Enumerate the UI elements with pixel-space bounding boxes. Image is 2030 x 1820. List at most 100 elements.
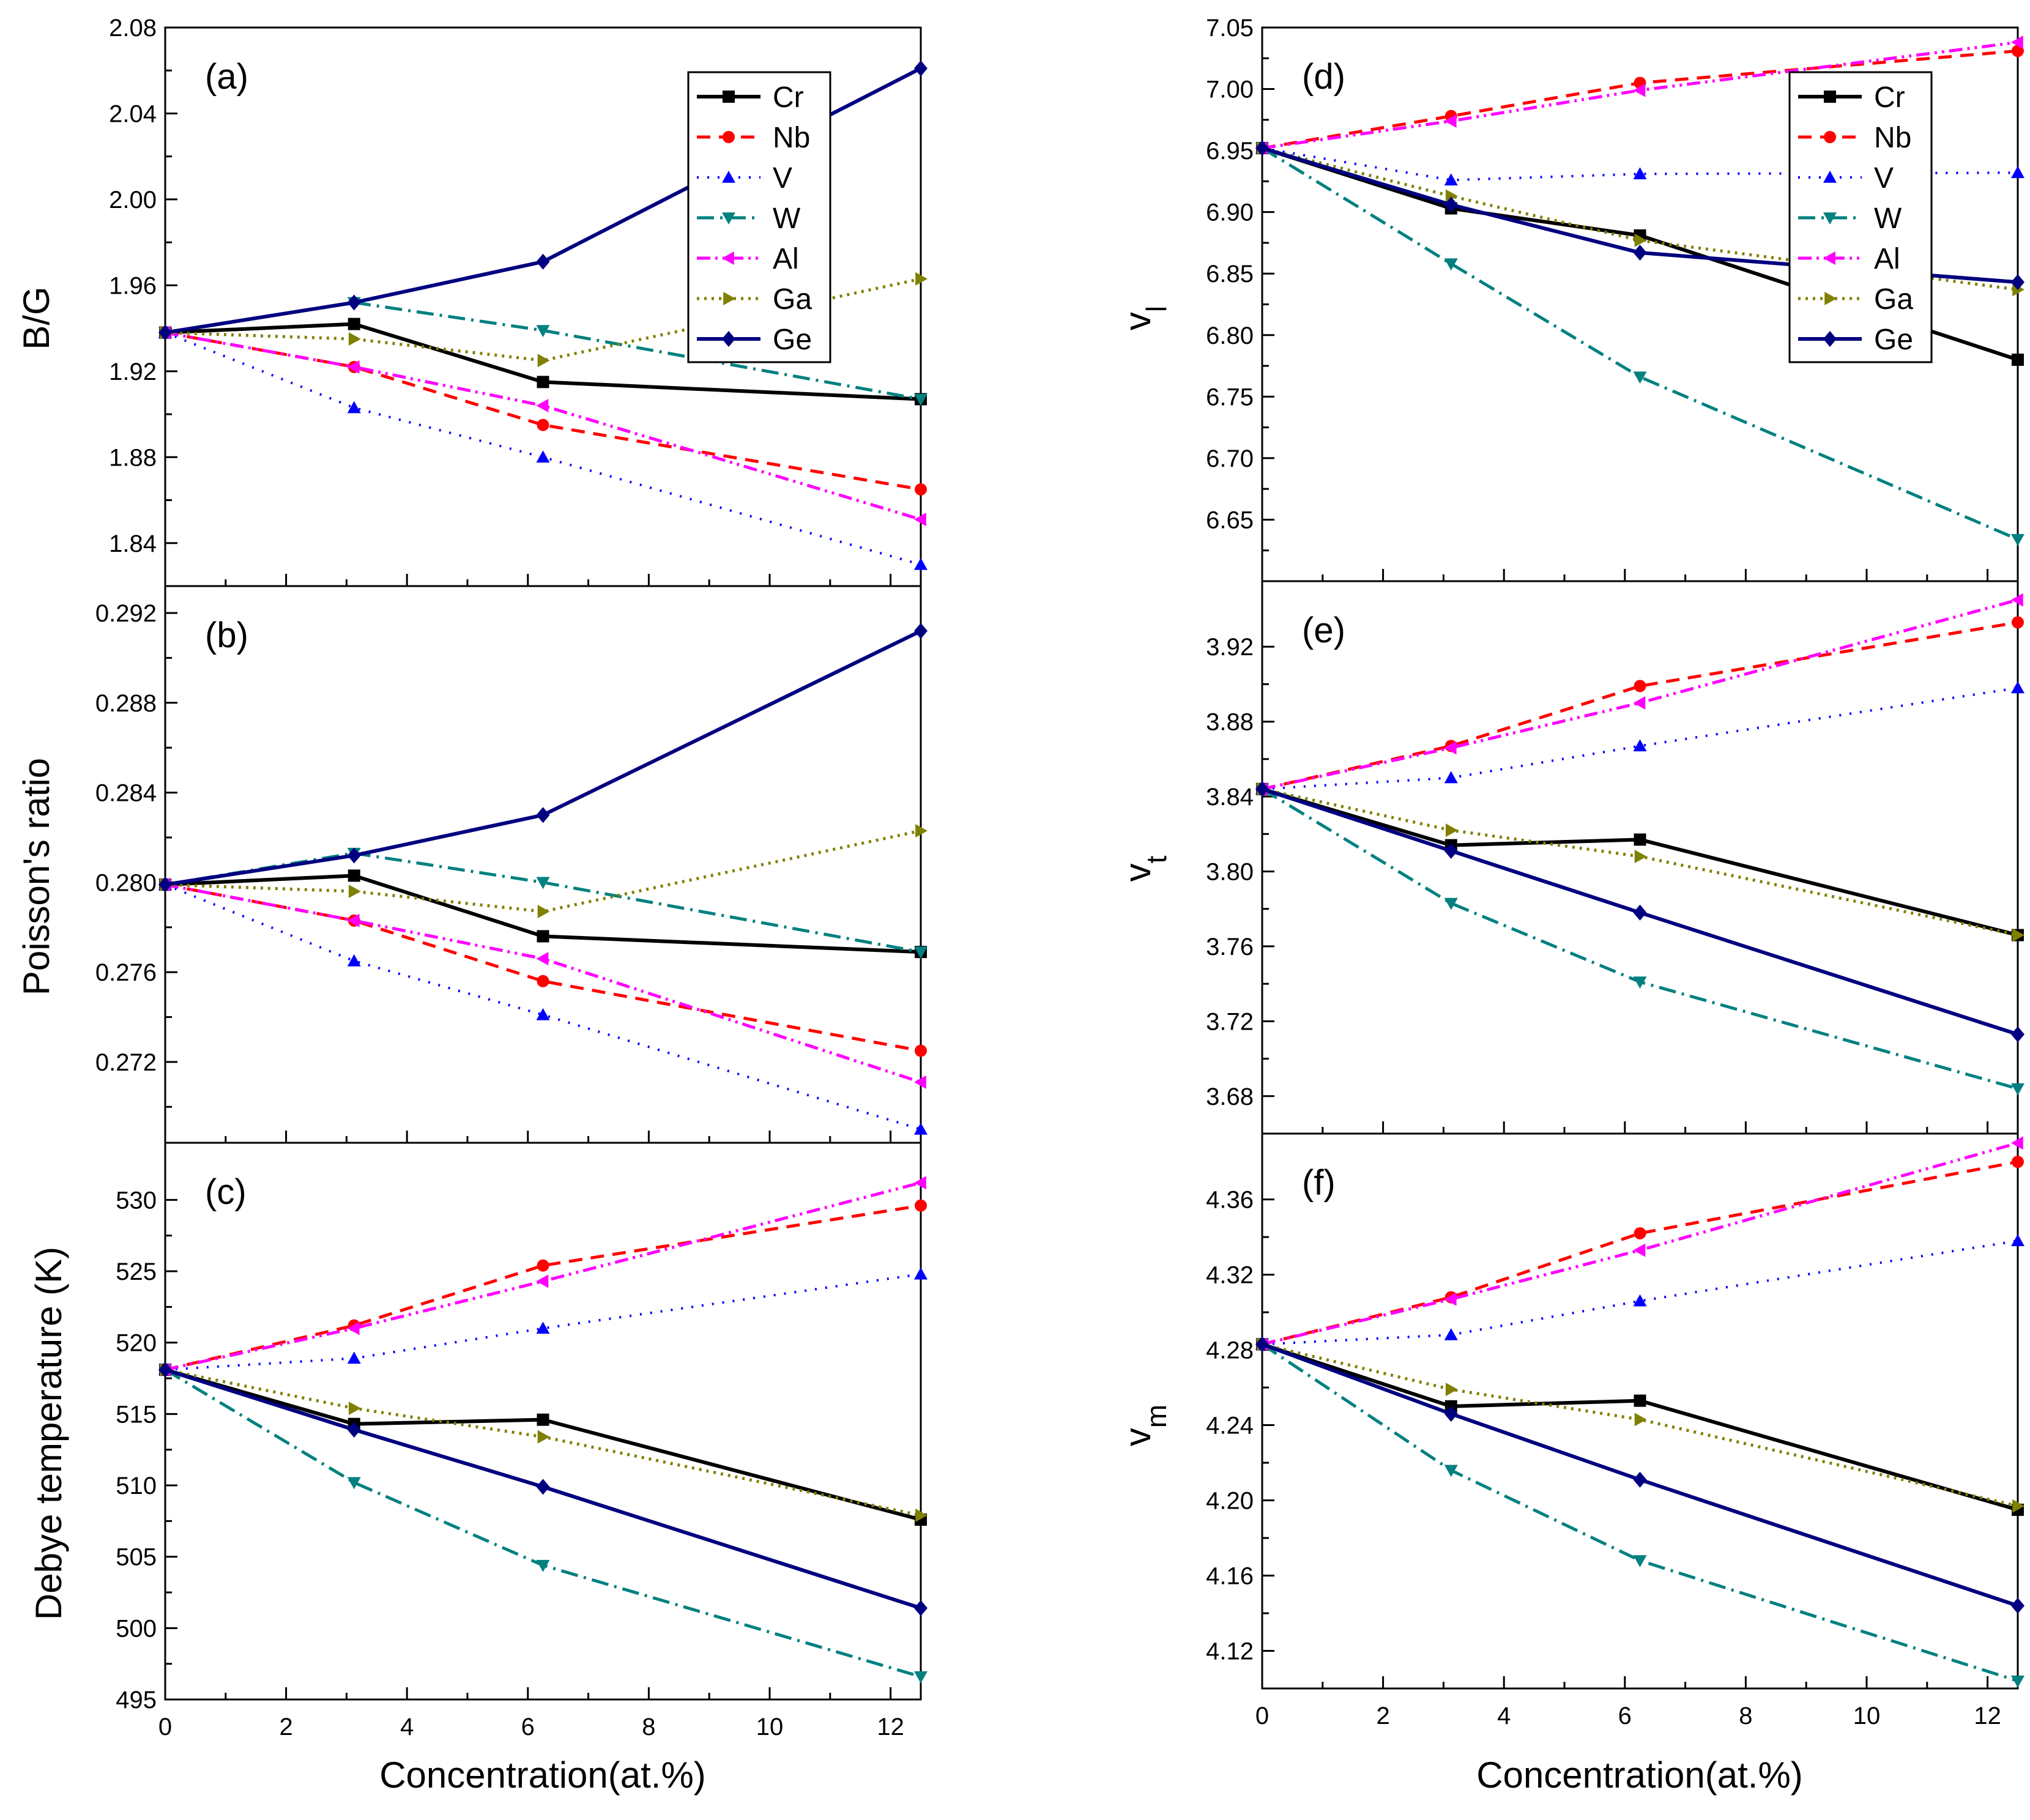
data-point-d-Cr-3 xyxy=(2012,354,2024,366)
data-point-a-W-2 xyxy=(536,325,550,338)
data-point-f-Ga-3 xyxy=(2012,1499,2024,1513)
data-point-f-Ge-2 xyxy=(1633,1471,1647,1488)
y-tick-label-d-6: 6.95 xyxy=(1206,138,1254,165)
y-tick-label-e-6: 3.92 xyxy=(1206,634,1254,661)
series-line-f-V xyxy=(1262,1239,2018,1346)
y-tick-label-e-4: 3.84 xyxy=(1206,784,1254,811)
data-point-e-Al-1 xyxy=(1444,741,1457,755)
y-tick-label-f-5: 4.32 xyxy=(1206,1262,1254,1289)
series-line-b-Ga xyxy=(165,829,921,913)
data-point-e-Nb-2 xyxy=(1634,680,1646,693)
y-axis-title-a: B/G xyxy=(16,286,57,349)
data-point-f-W-3 xyxy=(2011,1675,2024,1688)
series-line-e-Ga xyxy=(1262,787,2018,937)
data-point-b-V-2 xyxy=(536,1008,550,1020)
y-tick-label-b-3: 0.284 xyxy=(95,780,157,807)
data-point-a-Ge-3 xyxy=(914,60,928,76)
x-tick-label-c-1: 2 xyxy=(279,1714,292,1740)
data-point-b-Ge-3 xyxy=(914,623,928,639)
series-line-a-Al xyxy=(165,331,921,521)
data-point-d-W-3 xyxy=(2011,533,2024,546)
plot-layer xyxy=(158,35,2024,1688)
y-axis-title-f: vm xyxy=(1117,1405,1172,1446)
legend-marker-d-V xyxy=(1823,171,1837,183)
legend-marker-a-W xyxy=(722,212,735,225)
legend-label-a-Ga: Ga xyxy=(773,283,812,316)
data-point-c-Cr-2 xyxy=(537,1413,549,1426)
data-point-c-Ge-0 xyxy=(158,1362,172,1378)
data-point-f-Ga-2 xyxy=(1634,1413,1647,1427)
data-point-b-Ge-0 xyxy=(158,877,172,893)
data-point-b-Nb-3 xyxy=(915,1044,927,1057)
data-point-d-V-1 xyxy=(1444,173,1458,186)
y-tick-label-e-1: 3.72 xyxy=(1206,1008,1254,1035)
data-point-a-Al-2 xyxy=(536,399,549,413)
data-point-c-V-3 xyxy=(914,1267,928,1280)
series-line-c-Cr xyxy=(165,1368,921,1521)
y-axis-title-subscript-e: t xyxy=(1140,855,1172,863)
y-tick-label-d-0: 6.65 xyxy=(1206,507,1254,533)
series-line-b-Ge xyxy=(165,629,922,886)
legend-marker-d-Al xyxy=(1823,251,1835,265)
data-point-e-Cr-2 xyxy=(1634,833,1646,846)
data-point-c-Al-2 xyxy=(536,1274,549,1288)
panel-label-a: (a) xyxy=(205,57,248,97)
y-axis-title-subscript-f: m xyxy=(1140,1405,1172,1428)
series-line-f-Nb xyxy=(1262,1160,2018,1346)
data-point-a-Cr-2 xyxy=(537,376,549,388)
series-line-e-Al xyxy=(1262,598,2018,791)
data-point-e-V-3 xyxy=(2011,681,2024,694)
y-tick-label-c-3: 510 xyxy=(116,1473,157,1499)
y-tick-label-b-2: 0.280 xyxy=(95,869,157,896)
y-tick-label-f-1: 4.16 xyxy=(1206,1563,1254,1590)
panel-frames xyxy=(164,26,2019,1701)
data-point-b-Al-3 xyxy=(914,1075,926,1089)
data-point-b-V-3 xyxy=(914,1122,928,1135)
data-point-f-Nb-2 xyxy=(1634,1227,1646,1239)
series-line-d-Al xyxy=(1262,40,2018,150)
panel-frame-f xyxy=(1261,1132,2019,1690)
y-tick-label-d-3: 6.80 xyxy=(1206,322,1254,349)
y-tick-label-a-6: 2.08 xyxy=(109,15,157,42)
y-tick-label-a-5: 2.04 xyxy=(109,100,157,127)
y-tick-label-f-0: 4.12 xyxy=(1206,1638,1254,1665)
data-point-e-Ge-2 xyxy=(1633,904,1647,921)
data-point-e-V-2 xyxy=(1633,739,1647,752)
data-point-f-Al-1 xyxy=(1444,1292,1457,1306)
data-point-a-V-3 xyxy=(914,557,928,570)
y-tick-label-d-2: 6.75 xyxy=(1206,384,1254,410)
y-tick-label-f-4: 4.28 xyxy=(1206,1337,1254,1364)
data-point-d-W-1 xyxy=(1444,258,1458,271)
x-tick-label-f-1: 2 xyxy=(1376,1703,1389,1729)
data-point-b-Cr-1 xyxy=(348,869,360,882)
x-tick-label-f-2: 4 xyxy=(1497,1703,1511,1729)
y-tick-label-b-4: 0.288 xyxy=(95,690,157,717)
legend-marker-d-W xyxy=(1823,212,1837,225)
data-point-c-Ge-3 xyxy=(914,1600,928,1616)
data-point-c-Ga-1 xyxy=(348,1402,361,1415)
panel-label-d: (d) xyxy=(1302,57,1345,97)
x-tick-label-f-3: 6 xyxy=(1618,1703,1632,1729)
y-tick-label-a-0: 1.84 xyxy=(109,530,157,557)
data-point-c-W-3 xyxy=(914,1671,928,1684)
data-point-d-Nb-3 xyxy=(2012,45,2024,58)
data-point-b-Ge-2 xyxy=(536,807,550,823)
panel-label-e: (e) xyxy=(1302,611,1345,650)
series-line-c-Ge xyxy=(165,1368,921,1610)
data-point-e-Ga-3 xyxy=(2012,928,2024,942)
y-tick-label-d-4: 6.85 xyxy=(1206,261,1254,288)
x-tick-label-f-5: 10 xyxy=(1853,1703,1881,1729)
data-point-c-Ga-2 xyxy=(537,1430,550,1444)
data-point-b-W-2 xyxy=(536,877,550,890)
data-point-b-Ga-1 xyxy=(348,885,361,899)
data-point-d-Al-1 xyxy=(1444,114,1457,128)
y-tick-label-c-4: 515 xyxy=(116,1401,157,1428)
y-tick-label-c-6: 525 xyxy=(116,1258,157,1285)
y-tick-label-a-1: 1.88 xyxy=(109,444,157,471)
data-point-b-Al-2 xyxy=(536,952,549,966)
x-tick-label-c-6: 12 xyxy=(877,1714,904,1740)
y-tick-label-d-7: 7.00 xyxy=(1206,76,1254,103)
data-point-b-Nb-2 xyxy=(537,975,549,987)
data-point-f-V-3 xyxy=(2011,1234,2024,1247)
